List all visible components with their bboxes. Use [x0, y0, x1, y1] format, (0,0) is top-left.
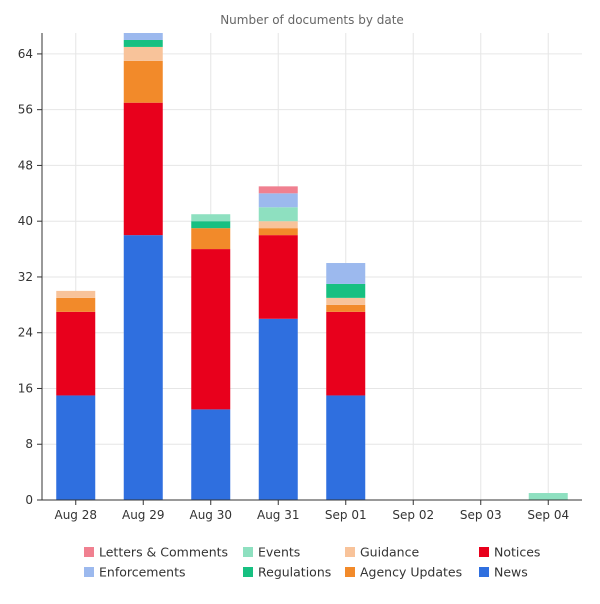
- y-tick-label: 56: [18, 103, 33, 117]
- bar-segment-agency-updates-sep-01[interactable]: [326, 304, 366, 312]
- legend-item-events[interactable]: Events: [243, 545, 300, 560]
- bar-segment-events-aug-31[interactable]: [258, 207, 298, 222]
- bar-segment-guidance-sep-01[interactable]: [326, 297, 366, 305]
- x-tick-label: Sep 03: [460, 508, 502, 522]
- bar-segment-notices-aug-29[interactable]: [123, 102, 163, 236]
- y-tick-label: 40: [18, 214, 33, 228]
- y-tick-label: 48: [18, 158, 33, 172]
- bar-segment-notices-aug-28[interactable]: [56, 311, 96, 396]
- y-tick-label: 32: [18, 270, 33, 284]
- bar-segment-regulations-aug-30[interactable]: [191, 221, 231, 229]
- legend-swatch: [345, 567, 355, 577]
- bar-segment-enforcements-aug-31[interactable]: [258, 193, 298, 208]
- bar-segment-news-aug-30[interactable]: [191, 409, 231, 500]
- bar-segment-events-aug-30[interactable]: [191, 214, 231, 222]
- legend-swatch: [243, 547, 253, 557]
- bar-segment-notices-sep-01[interactable]: [326, 311, 366, 396]
- bar-segment-agency-updates-aug-28[interactable]: [56, 297, 96, 312]
- legend-swatch: [84, 567, 94, 577]
- bar-segment-news-aug-29[interactable]: [123, 235, 163, 500]
- bar-segment-agency-updates-aug-30[interactable]: [191, 228, 231, 250]
- bar-segment-news-aug-31[interactable]: [258, 318, 298, 500]
- bar-segment-regulations-sep-01[interactable]: [326, 283, 366, 298]
- y-tick-label: 0: [25, 493, 33, 507]
- bar-segment-agency-updates-aug-31[interactable]: [258, 228, 298, 236]
- bar-segment-guidance-aug-28[interactable]: [56, 290, 96, 298]
- legend-item-guidance[interactable]: Guidance: [345, 545, 419, 560]
- y-tick-label: 8: [25, 437, 33, 451]
- legend-swatch: [345, 547, 355, 557]
- legend: Letters & Comments Events Guidance Notices E…: [84, 545, 540, 580]
- bar-segment-guidance-aug-29[interactable]: [123, 46, 163, 61]
- y-tick-label: 16: [18, 381, 33, 395]
- bar-segment-regulations-aug-29[interactable]: [123, 39, 163, 47]
- legend-item-enforcements[interactable]: Enforcements: [84, 565, 186, 580]
- bar-segment-notices-aug-30[interactable]: [191, 249, 231, 410]
- bar-segment-news-aug-28[interactable]: [56, 395, 96, 500]
- x-tick-label: Aug 28: [54, 508, 97, 522]
- y-tick-label: 24: [18, 326, 33, 340]
- bar-segment-guidance-aug-31[interactable]: [258, 221, 298, 229]
- bar-segment-enforcements-sep-01[interactable]: [326, 263, 366, 284]
- legend-label: Agency Updates: [360, 565, 462, 580]
- legend-label: Regulations: [258, 565, 331, 580]
- legend-label: Enforcements: [99, 565, 186, 580]
- x-tick-label: Sep 01: [325, 508, 367, 522]
- legend-label: Notices: [494, 545, 540, 560]
- legend-item-letters-and-comments[interactable]: Letters & Comments: [84, 545, 228, 560]
- legend-swatch: [479, 567, 489, 577]
- x-tick-label: Sep 04: [527, 508, 569, 522]
- x-tick-label: Aug 29: [122, 508, 165, 522]
- legend-item-news[interactable]: News: [479, 565, 528, 580]
- chart-title: Number of documents by date: [220, 13, 404, 27]
- x-tick-label: Aug 30: [189, 508, 232, 522]
- bar-segment-agency-updates-aug-29[interactable]: [123, 60, 163, 103]
- legend-swatch: [243, 567, 253, 577]
- y-tick-label: 64: [18, 47, 33, 61]
- bar-segment-news-sep-01[interactable]: [326, 395, 366, 500]
- x-tick-label: Aug 31: [257, 508, 300, 522]
- gridlines: [42, 33, 582, 500]
- bar-segment-letters-and-comments-aug-31[interactable]: [258, 186, 298, 194]
- legend-item-notices[interactable]: Notices: [479, 545, 540, 560]
- bar-segment-enforcements-aug-29[interactable]: [123, 33, 163, 40]
- legend-label: News: [494, 565, 528, 580]
- bars: [56, 33, 568, 500]
- x-tick-label: Sep 02: [392, 508, 434, 522]
- legend-swatch: [84, 547, 94, 557]
- legend-label: Letters & Comments: [99, 545, 228, 560]
- legend-item-regulations[interactable]: Regulations: [243, 565, 331, 580]
- bar-segment-notices-aug-31[interactable]: [258, 235, 298, 319]
- legend-swatch: [479, 547, 489, 557]
- axes: 0 8 16 24 32 40 48 56 64 Aug 28 Aug 29 Aug 30 Aug 31…: [18, 33, 582, 522]
- legend-item-agency-updates[interactable]: Agency Updates: [345, 565, 462, 580]
- legend-label: Events: [258, 545, 300, 560]
- legend-label: Guidance: [360, 545, 419, 560]
- bar-segment-events-sep-04[interactable]: [528, 493, 568, 500]
